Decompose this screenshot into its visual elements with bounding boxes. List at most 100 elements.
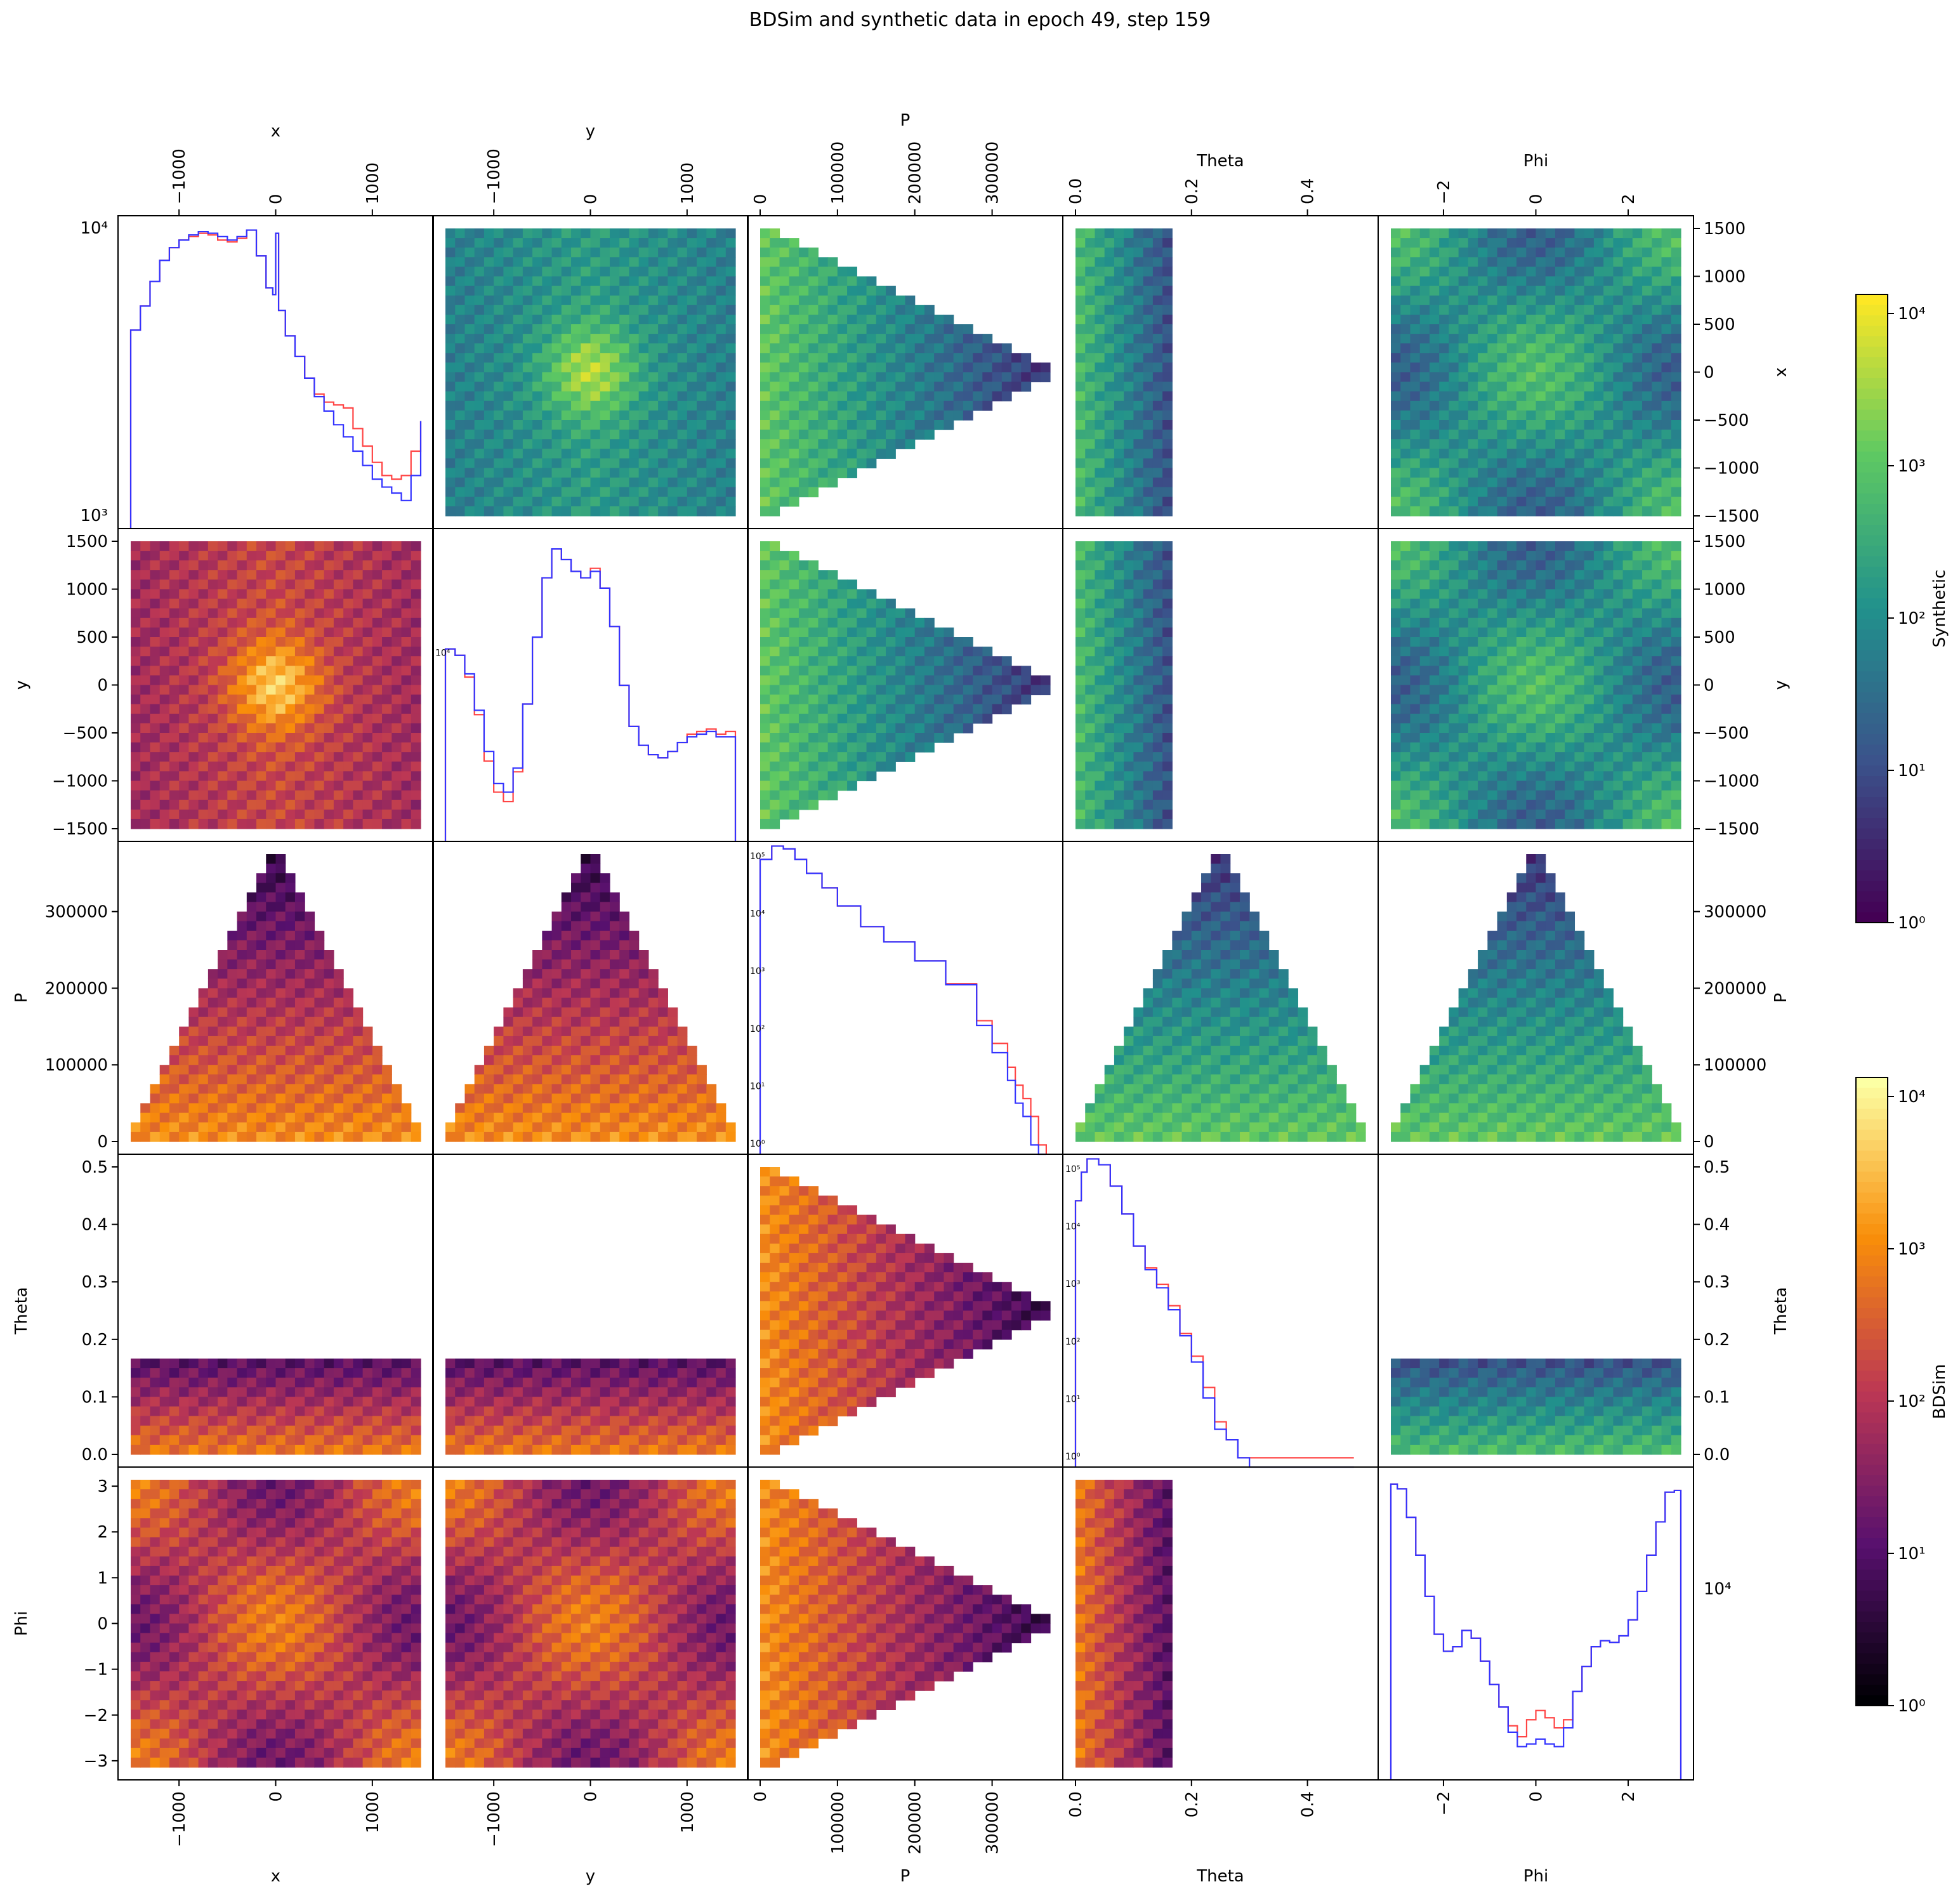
heatmap-bin <box>455 506 466 517</box>
heatmap-bin <box>1613 761 1624 772</box>
heatmap-bin <box>1400 809 1411 820</box>
heatmap-bin <box>455 381 466 392</box>
heatmap-bin <box>866 353 877 363</box>
heatmap-bin <box>1449 410 1459 421</box>
heatmap-bin <box>619 477 630 488</box>
heatmap-bin <box>953 723 964 734</box>
heatmap-bin <box>1085 637 1096 647</box>
heatmap-bin <box>1487 305 1498 315</box>
heatmap-bin <box>808 675 819 686</box>
heatmap-bin <box>687 468 697 478</box>
heatmap-bin <box>827 276 838 287</box>
heatmap-bin <box>827 704 838 714</box>
heatmap-bin <box>1133 247 1144 258</box>
heatmap-bin <box>1391 343 1401 353</box>
heatmap-bin <box>798 343 809 353</box>
heatmap-bin <box>629 267 640 277</box>
heatmap-bin <box>789 713 799 724</box>
heatmap-bin <box>982 713 993 724</box>
heatmap-bin <box>1584 362 1595 373</box>
heatmap-bin <box>343 704 353 714</box>
heatmap-bin <box>808 353 819 363</box>
heatmap-bin <box>1429 372 1440 383</box>
heatmap-bin <box>1075 675 1086 686</box>
heatmap-bin <box>1124 541 1134 551</box>
heatmap-bin <box>246 656 257 666</box>
heatmap-bin <box>1391 247 1401 258</box>
heatmap-bin <box>343 551 353 561</box>
heatmap-bin <box>1391 761 1401 772</box>
heatmap-bin <box>474 420 485 430</box>
heatmap-bin <box>1391 800 1401 810</box>
heatmap-bin <box>1429 506 1440 517</box>
heatmap-bin <box>464 286 475 296</box>
heatmap-bin <box>914 343 925 353</box>
heatmap-bin <box>789 742 799 753</box>
heatmap-bin <box>895 391 906 402</box>
heatmap-bin <box>333 627 344 638</box>
heatmap-bin <box>789 617 799 628</box>
heatmap-bin <box>474 276 485 287</box>
heatmap-bin <box>1593 713 1604 724</box>
heatmap-bin <box>914 675 925 686</box>
heatmap-bin <box>464 353 475 363</box>
heatmap-bin <box>1506 420 1517 430</box>
heatmap-bin <box>1478 228 1488 239</box>
heatmap-bin <box>1449 819 1459 829</box>
heatmap-bin <box>837 372 848 383</box>
heatmap-bin <box>227 752 238 762</box>
heatmap-bin <box>697 372 707 383</box>
heatmap-bin <box>827 410 838 421</box>
heatmap-bin <box>1632 362 1643 373</box>
heatmap-bin <box>1124 506 1134 517</box>
heatmap-bin <box>808 771 819 782</box>
heatmap-bin <box>169 627 180 638</box>
heatmap-bin <box>169 694 180 705</box>
heatmap-bin <box>668 477 678 488</box>
heatmap-bin <box>963 343 973 353</box>
heatmap-bin <box>1400 238 1411 248</box>
heatmap-bin <box>140 656 151 666</box>
heatmap-bin <box>131 579 141 590</box>
heatmap-bin <box>638 372 649 383</box>
heatmap-bin <box>760 761 770 772</box>
heatmap-bin <box>246 780 257 791</box>
heatmap-bin <box>629 228 640 239</box>
heatmap-bin <box>1545 637 1556 647</box>
heatmap-bin <box>198 598 209 609</box>
heatmap-bin <box>934 675 945 686</box>
heatmap-bin <box>1152 704 1163 714</box>
heatmap-bin <box>1114 267 1124 277</box>
heatmap-bin <box>581 430 591 440</box>
heatmap-bin <box>827 257 838 267</box>
heatmap-bin <box>1075 391 1086 402</box>
heatmap-bin <box>1506 551 1517 561</box>
heatmap-bin <box>494 238 504 248</box>
heatmap-bin <box>1516 343 1527 353</box>
heatmap-bin <box>483 458 494 469</box>
heatmap-bin <box>1478 551 1488 561</box>
heatmap-bin <box>1458 742 1469 753</box>
heatmap-bin <box>837 449 848 459</box>
heatmap-bin <box>1565 589 1575 600</box>
heatmap-bin <box>1574 694 1585 705</box>
heatmap-bin <box>1536 458 1546 469</box>
heatmap-bin <box>1584 257 1595 267</box>
heatmap-bin <box>1429 598 1440 609</box>
heatmap-bin <box>1526 723 1537 734</box>
heatmap-bin <box>571 420 581 430</box>
heatmap-bin <box>760 570 770 580</box>
heatmap-bin <box>818 286 829 296</box>
heatmap-bin <box>600 372 610 383</box>
heatmap-bin <box>1085 496 1096 507</box>
heatmap-bin <box>1555 800 1565 810</box>
heatmap-bin <box>1429 228 1440 239</box>
heatmap-bin <box>1104 560 1115 570</box>
heatmap-bin <box>1410 238 1421 248</box>
heatmap-bin <box>131 742 141 753</box>
heatmap-bin <box>542 286 553 296</box>
heatmap-bin <box>1095 353 1105 363</box>
heatmap-bin <box>198 675 209 686</box>
heatmap-bin <box>1555 627 1565 638</box>
heatmap-bin <box>1478 780 1488 791</box>
